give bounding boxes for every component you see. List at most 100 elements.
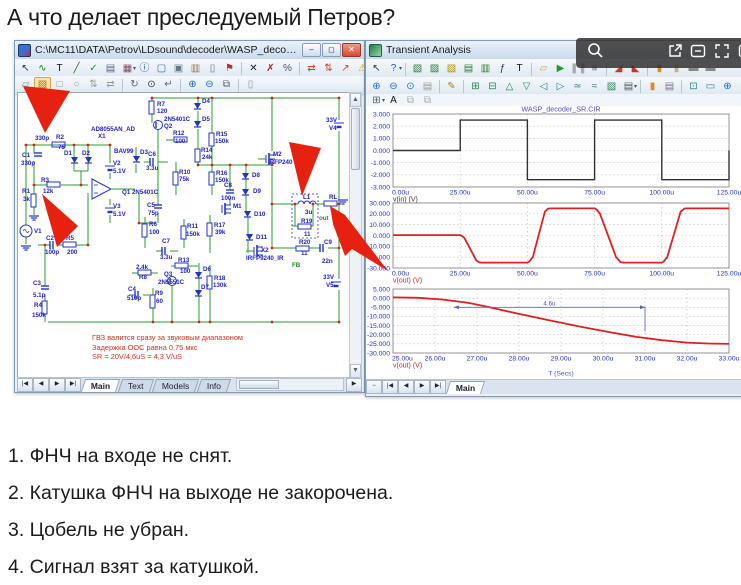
zoom-fit-icon[interactable]: ⊙ <box>406 80 415 92</box>
pause-icon[interactable]: ❚❚ <box>570 63 587 74</box>
copy-page-icon[interactable]: ⧉ <box>406 95 415 106</box>
cursor-mode-icon[interactable]: ▧ <box>446 63 457 74</box>
warning-icon[interactable]: ⚠ <box>354 61 364 77</box>
restore-button[interactable]: ◻ <box>322 43 341 57</box>
grid-h-icon[interactable]: ⊞ <box>471 80 480 92</box>
lightbox-fullscreen-icon[interactable] <box>714 43 730 64</box>
tab-nav-icon[interactable]: ▶ <box>49 378 65 392</box>
scale-menu-icon[interactable]: ⊞ ▾ <box>372 95 385 106</box>
flip-horz-icon[interactable]: ⇄ <box>106 79 115 90</box>
zoom-out-icon[interactable]: ⊖ <box>389 80 398 92</box>
rotate-icon[interactable]: ↻ <box>130 79 139 90</box>
window-select-icon[interactable]: ▢ <box>156 62 167 74</box>
find-icon[interactable]: ⊙ <box>147 79 156 90</box>
edit-plot-icon[interactable]: ✎ <box>447 80 456 92</box>
circle-shape-icon[interactable]: ○ <box>73 79 80 90</box>
tab-text[interactable]: Text <box>118 379 155 392</box>
mode-cross-icon[interactable]: ✕ <box>249 62 258 74</box>
scroll-down-icon[interactable]: ▼ <box>350 364 361 378</box>
diag-wire-tool-icon[interactable]: ╱ <box>73 62 80 74</box>
annotate-a-icon[interactable]: A <box>390 95 397 106</box>
close-button[interactable]: ✕ <box>342 43 361 57</box>
schematic-titlebar[interactable]: C:\MC11\DATA\Petrov\LDsound\decoder\WASP… <box>15 41 364 60</box>
level-icon[interactable]: ≃ <box>573 80 582 92</box>
scroll-right-icon[interactable]: ▶ <box>346 378 362 392</box>
node-check-icon[interactable]: ✓ <box>89 62 98 74</box>
open-file-icon[interactable]: ▱ <box>539 63 548 74</box>
minimize-button[interactable]: – <box>302 43 321 57</box>
scrollbar-thumb[interactable] <box>351 108 360 170</box>
run-icon[interactable]: ▶ <box>556 63 565 74</box>
flag-icon[interactable]: ⚑ <box>225 62 234 74</box>
box-shape-icon[interactable]: □ <box>56 79 63 90</box>
cursor-right-icon[interactable]: ◣ <box>631 63 640 74</box>
scope-mode-icon[interactable]: ▨ <box>429 63 440 74</box>
tab-nav-icon[interactable]: − <box>366 380 382 394</box>
tile-vert-icon[interactable]: ▬ <box>705 63 716 74</box>
select-points-icon[interactable]: ⊡ <box>689 80 698 92</box>
lightbox-close-icon[interactable] <box>738 43 741 64</box>
formula-icon[interactable]: ƒ <box>499 63 506 74</box>
lightbox-minimize-icon[interactable] <box>690 43 706 64</box>
lightbox-zoom-icon[interactable] <box>586 41 605 65</box>
peak-icon[interactable]: △ <box>505 80 514 92</box>
properties-icon[interactable]: ▤ <box>664 80 675 92</box>
print-icon[interactable]: ▤ <box>422 80 433 92</box>
tab-nav-icon[interactable]: |◀ <box>17 378 33 392</box>
wire-tool-icon[interactable]: ∿ <box>38 62 47 74</box>
pane-left-icon[interactable]: ▮ <box>656 63 663 74</box>
zoom-window-icon[interactable]: ⧉ <box>222 79 231 90</box>
text-tool-icon[interactable]: T <box>56 62 63 74</box>
goto-icon[interactable]: ↵ <box>164 79 173 90</box>
info-icon[interactable]: ⓘ <box>139 62 150 74</box>
swap-vert-icon[interactable]: ⇅ <box>324 62 333 74</box>
grid-v-icon[interactable]: ⊟ <box>488 80 497 92</box>
tab-models[interactable]: Models <box>151 379 200 392</box>
select-arrow-icon[interactable]: ↖ <box>372 63 381 74</box>
wave-icon[interactable]: ≈ <box>591 80 598 92</box>
mode-cross2-icon[interactable]: ✗ <box>266 62 275 74</box>
plot-area[interactable]: 3.000 2.000 1.000 0.000 -1.000 -2.000 -3.000 0.… <box>366 105 741 379</box>
grid-icon[interactable]: ▣ <box>173 62 184 74</box>
lightbox-open-external-icon[interactable] <box>667 43 683 64</box>
models-book-icon[interactable]: ▥ <box>190 62 201 74</box>
tab-main[interactable]: Main <box>445 381 486 394</box>
select-region-icon[interactable]: ▧ <box>34 77 51 93</box>
cursor-left-icon[interactable]: ◢ <box>614 63 623 74</box>
slope-down-icon[interactable]: ▷ <box>556 80 565 92</box>
tab-nav-icon[interactable]: ◀ <box>398 380 414 394</box>
tab-nav-icon[interactable]: ▶ <box>414 380 430 394</box>
zoom2-out-icon[interactable]: ⊖ <box>736 79 741 95</box>
scroll-up-icon[interactable]: ▲ <box>350 93 361 107</box>
ruler-icon[interactable]: ▭ <box>705 80 716 92</box>
text-annot-icon[interactable]: T <box>516 63 523 74</box>
copy-image-icon[interactable]: ⧉ <box>423 95 432 106</box>
slope-icon[interactable]: ↗ <box>341 62 350 74</box>
zoom-out-icon[interactable]: ⊖ <box>205 79 214 90</box>
tab-main[interactable]: Main <box>80 379 121 392</box>
page-icon[interactable]: ▯ <box>247 79 254 90</box>
tile-horz-icon[interactable]: ▬ <box>688 63 699 74</box>
zoom-in-icon[interactable]: ⊕ <box>188 79 197 90</box>
sheet-icon[interactable]: ▯ <box>209 62 216 74</box>
new-sheet-icon[interactable]: ▱ <box>21 79 30 90</box>
tab-nav-icon[interactable]: ◀ <box>33 378 49 392</box>
zoom-in-icon[interactable]: ⊕ <box>372 80 381 92</box>
schematic-canvas[interactable]: 330p R2 75 C1 330p D1 D2 AD8055AN_AD X1 BAV99 D3 V2… <box>17 92 350 379</box>
select-tool-icon[interactable]: ↖ <box>21 62 30 74</box>
slope-up-icon[interactable]: ◁ <box>539 80 548 92</box>
bus-tool-icon[interactable]: ▤ <box>105 62 116 74</box>
flip-vert-icon[interactable]: ⇅ <box>89 79 98 90</box>
help-menu-icon[interactable]: ? ▾ <box>390 63 402 74</box>
schematic-vertical-scrollbar[interactable]: ▲ ▼ <box>349 92 362 379</box>
component-picker-icon[interactable]: ▦ ▾ <box>122 62 136 74</box>
data-points-icon[interactable]: ▤ <box>463 63 474 74</box>
stop-icon[interactable]: ■ <box>591 63 598 74</box>
horizontal-scrollbar[interactable] <box>235 378 344 391</box>
add-graph-icon[interactable]: ▧ <box>412 63 423 74</box>
panel-icon[interactable]: ▮ <box>649 80 656 92</box>
stack-menu-icon[interactable]: ▤ ▾ <box>623 80 637 92</box>
pane-right-icon[interactable]: ▮ <box>673 63 680 74</box>
swap-horz-icon[interactable]: ⇄ <box>307 62 316 74</box>
valley-icon[interactable]: ▽ <box>522 80 531 92</box>
